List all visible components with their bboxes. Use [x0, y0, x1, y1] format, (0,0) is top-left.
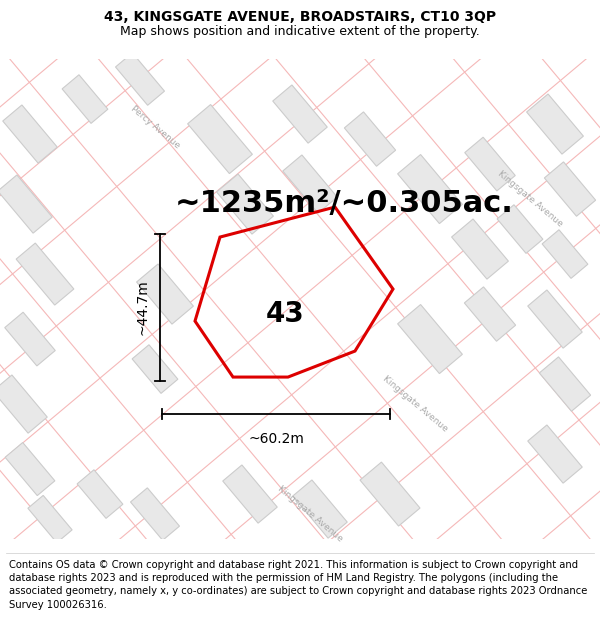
Polygon shape — [465, 138, 515, 191]
Polygon shape — [137, 264, 193, 324]
Polygon shape — [223, 465, 277, 523]
Polygon shape — [528, 290, 582, 348]
Polygon shape — [544, 162, 596, 216]
Polygon shape — [131, 488, 179, 540]
Polygon shape — [28, 496, 72, 542]
Polygon shape — [283, 155, 337, 213]
Polygon shape — [528, 425, 582, 483]
Text: Kingsgate Avenue: Kingsgate Avenue — [276, 484, 344, 544]
Polygon shape — [0, 175, 52, 233]
Polygon shape — [217, 174, 274, 234]
Text: Percy Avenue: Percy Avenue — [128, 104, 181, 150]
Polygon shape — [273, 85, 327, 143]
Polygon shape — [188, 104, 253, 174]
Polygon shape — [5, 442, 55, 496]
Polygon shape — [542, 230, 588, 278]
Text: Map shows position and indicative extent of the property.: Map shows position and indicative extent… — [120, 24, 480, 38]
Polygon shape — [293, 480, 347, 538]
Polygon shape — [497, 205, 543, 253]
Text: Contains OS data © Crown copyright and database right 2021. This information is : Contains OS data © Crown copyright and d… — [9, 560, 587, 610]
Polygon shape — [3, 105, 57, 163]
Polygon shape — [116, 53, 164, 105]
Polygon shape — [16, 243, 74, 305]
Polygon shape — [360, 462, 420, 526]
Text: ~44.7m: ~44.7m — [136, 280, 150, 336]
Text: Kingsgate Avenue: Kingsgate Avenue — [496, 169, 564, 229]
Polygon shape — [77, 470, 123, 518]
Polygon shape — [344, 112, 395, 166]
Polygon shape — [398, 154, 463, 224]
Polygon shape — [5, 312, 55, 366]
Text: Kingsgate Avenue: Kingsgate Avenue — [381, 374, 449, 434]
Polygon shape — [398, 304, 463, 374]
Polygon shape — [464, 287, 515, 341]
Polygon shape — [539, 357, 590, 411]
Polygon shape — [0, 375, 47, 433]
Polygon shape — [452, 219, 508, 279]
Polygon shape — [62, 75, 108, 123]
Text: ~1235m²/~0.305ac.: ~1235m²/~0.305ac. — [175, 189, 514, 218]
Polygon shape — [527, 94, 583, 154]
Polygon shape — [132, 345, 178, 393]
Text: 43, KINGSGATE AVENUE, BROADSTAIRS, CT10 3QP: 43, KINGSGATE AVENUE, BROADSTAIRS, CT10 … — [104, 10, 496, 24]
Text: ~60.2m: ~60.2m — [248, 432, 304, 446]
Text: 43: 43 — [266, 300, 304, 328]
